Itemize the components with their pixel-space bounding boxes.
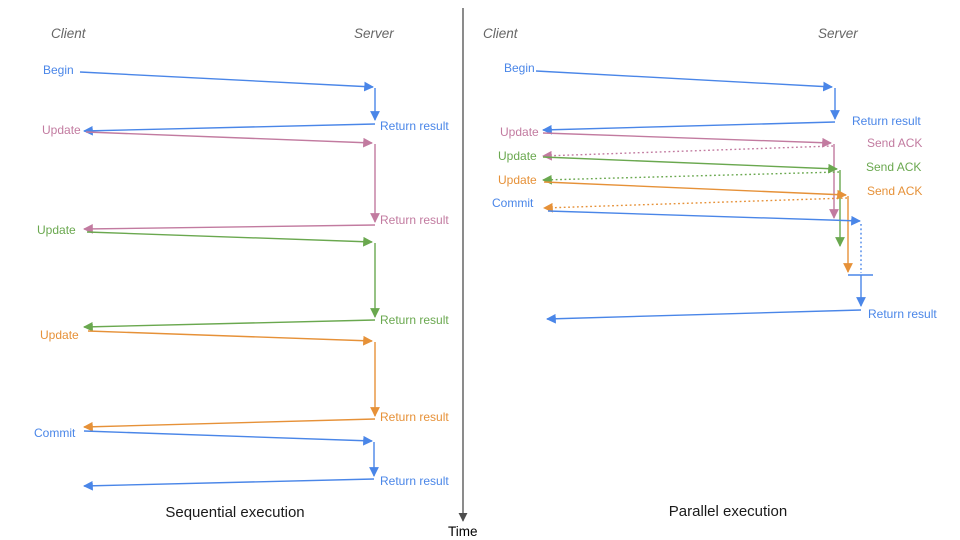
parallel-commit-return bbox=[546, 309, 862, 324]
sequential-begin-return bbox=[83, 123, 376, 136]
sequential-update3-label: Update bbox=[40, 328, 79, 342]
sequential-update1-label: Update bbox=[42, 123, 81, 137]
parallel-update3-ack-label: Send ACK bbox=[867, 184, 922, 198]
sequential-commit-return bbox=[83, 478, 375, 491]
parallel-server-header: Server bbox=[818, 26, 858, 41]
time-axis-label: Time bbox=[448, 524, 478, 539]
sequential-update2-label: Update bbox=[37, 223, 76, 237]
sequential-update1-request bbox=[85, 131, 373, 148]
parallel-update3-label: Update bbox=[498, 173, 537, 187]
sequential-update3-return-label: Return result bbox=[380, 410, 449, 424]
sequential-client-header: Client bbox=[51, 26, 86, 41]
sequential-commit-label: Commit bbox=[34, 426, 76, 440]
sequential-server-header: Server bbox=[354, 26, 394, 41]
parallel-commit-request bbox=[547, 210, 861, 226]
sequential-update3-return bbox=[83, 418, 376, 432]
parallel-begin-label: Begin bbox=[504, 61, 535, 75]
sequential-update2-request bbox=[86, 231, 373, 247]
sequential-update1-return-label: Return result bbox=[380, 213, 449, 227]
sequential-commit-return-label: Return result bbox=[380, 474, 449, 488]
parallel-update2-label: Update bbox=[498, 149, 537, 163]
sequential-update2-return bbox=[83, 319, 376, 332]
parallel-update1-request bbox=[542, 132, 832, 148]
parallel-update3-request bbox=[543, 181, 847, 200]
parallel-update3-ack bbox=[543, 197, 848, 213]
parallel-title: Parallel execution bbox=[668, 503, 788, 520]
sequential-update2-return-label: Return result bbox=[380, 313, 449, 327]
sequential-update3-request bbox=[87, 330, 373, 346]
parallel-begin-request bbox=[535, 70, 833, 92]
parallel-client-header: Client bbox=[483, 26, 518, 41]
parallel-commit-return-label: Return result bbox=[868, 307, 937, 321]
sequential-title: Sequential execution bbox=[165, 504, 305, 521]
sequential-commit-request bbox=[83, 430, 373, 446]
parallel-update1-ack bbox=[542, 145, 834, 161]
sequential-begin-label: Begin bbox=[43, 63, 74, 77]
parallel-update2-ack bbox=[542, 171, 840, 185]
parallel-update2-ack-label: Send ACK bbox=[866, 160, 921, 174]
parallel-commit-label: Commit bbox=[492, 196, 534, 210]
sequential-begin-request bbox=[79, 71, 374, 92]
parallel-update1-label: Update bbox=[500, 125, 539, 139]
sequential-update1-return bbox=[83, 223, 376, 234]
parallel-begin-return-label: Return result bbox=[852, 114, 921, 128]
sequential-begin-return-label: Return result bbox=[380, 119, 449, 133]
parallel-update1-ack-label: Send ACK bbox=[867, 136, 922, 150]
parallel-update2-request bbox=[542, 156, 838, 174]
parallel-begin-return bbox=[542, 121, 836, 135]
